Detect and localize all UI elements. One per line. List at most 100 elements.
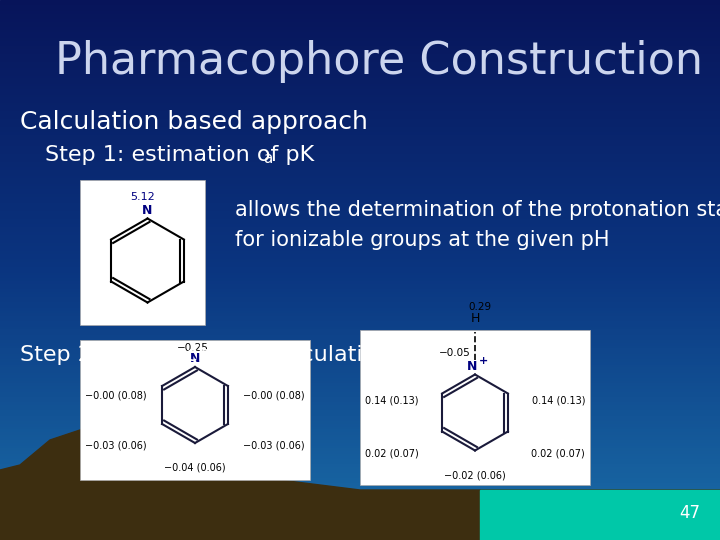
Bar xyxy=(0,338,720,340)
FancyBboxPatch shape xyxy=(80,180,205,325)
Bar xyxy=(0,181,720,184)
Bar xyxy=(0,170,720,173)
Bar xyxy=(0,176,720,178)
Bar xyxy=(0,92,720,94)
Bar xyxy=(0,427,720,429)
Bar xyxy=(0,57,720,59)
Bar xyxy=(0,305,720,308)
Bar xyxy=(0,270,720,273)
Bar xyxy=(0,140,720,143)
Bar xyxy=(0,116,720,119)
Bar xyxy=(0,275,720,278)
Bar xyxy=(0,346,720,348)
Bar xyxy=(0,286,720,289)
Bar xyxy=(0,202,720,205)
Bar xyxy=(0,462,720,464)
Bar xyxy=(0,410,720,413)
Bar xyxy=(0,518,720,521)
Bar xyxy=(0,537,720,540)
Bar xyxy=(0,178,720,181)
Bar xyxy=(0,78,720,81)
Bar xyxy=(0,127,720,130)
Text: allows the determination of the protonation state
for ionizable groups at the gi: allows the determination of the protonat… xyxy=(235,200,720,249)
Bar xyxy=(0,230,720,232)
Bar xyxy=(0,294,720,297)
Bar xyxy=(0,486,720,489)
Bar xyxy=(0,138,720,140)
Text: Pharmacophore Construction: Pharmacophore Construction xyxy=(55,40,703,83)
Text: 0.02 (0.07): 0.02 (0.07) xyxy=(365,448,419,458)
Text: Calculation based approach: Calculation based approach xyxy=(20,110,368,134)
Bar xyxy=(0,38,720,40)
Bar xyxy=(0,532,720,535)
Text: −0.03 (0.06): −0.03 (0.06) xyxy=(243,440,305,450)
Bar xyxy=(0,227,720,229)
Bar xyxy=(0,43,720,46)
Bar xyxy=(0,148,720,151)
Bar xyxy=(0,70,720,73)
Polygon shape xyxy=(0,420,720,540)
Bar xyxy=(0,259,720,262)
Bar xyxy=(0,205,720,208)
Bar xyxy=(0,216,720,219)
Bar xyxy=(0,302,720,305)
Bar xyxy=(0,508,720,510)
Bar xyxy=(0,73,720,76)
Bar xyxy=(0,224,720,227)
Text: −0.00 (0.08): −0.00 (0.08) xyxy=(243,390,305,400)
Bar xyxy=(0,370,720,373)
Bar xyxy=(0,157,720,159)
Bar xyxy=(0,246,720,248)
Bar xyxy=(0,251,720,254)
Bar xyxy=(0,332,720,335)
Bar xyxy=(0,402,720,405)
Bar xyxy=(0,421,720,424)
Bar xyxy=(0,186,720,189)
Bar xyxy=(0,316,720,319)
Bar xyxy=(0,446,720,448)
Bar xyxy=(0,513,720,516)
Bar xyxy=(0,54,720,57)
Bar xyxy=(0,386,720,389)
Bar xyxy=(0,354,720,356)
Bar xyxy=(0,413,720,416)
Text: 5.12: 5.12 xyxy=(130,192,155,202)
Bar xyxy=(0,59,720,62)
Bar xyxy=(0,340,720,343)
Bar xyxy=(0,502,720,505)
Bar xyxy=(0,0,720,3)
Text: H: H xyxy=(470,312,480,325)
Bar xyxy=(0,470,720,472)
Bar xyxy=(0,65,720,68)
Bar xyxy=(0,248,720,251)
Bar xyxy=(0,416,720,418)
Bar xyxy=(0,167,720,170)
Bar xyxy=(0,27,720,30)
Bar xyxy=(0,194,720,197)
Bar xyxy=(0,154,720,157)
Bar xyxy=(0,300,720,302)
Text: N: N xyxy=(143,204,153,217)
Bar xyxy=(0,448,720,451)
Bar xyxy=(0,435,720,437)
Bar xyxy=(0,84,720,86)
Bar xyxy=(0,408,720,410)
Bar xyxy=(0,232,720,235)
Bar xyxy=(0,19,720,22)
Bar xyxy=(0,143,720,146)
Text: a: a xyxy=(263,151,272,166)
Bar xyxy=(0,494,720,497)
Bar xyxy=(0,289,720,292)
Bar xyxy=(0,383,720,386)
Bar xyxy=(0,35,720,38)
Bar xyxy=(0,359,720,362)
Bar xyxy=(0,373,720,375)
Bar xyxy=(0,356,720,359)
Bar xyxy=(0,8,720,11)
Bar xyxy=(0,14,720,16)
Bar xyxy=(0,68,720,70)
Bar xyxy=(0,162,720,165)
Bar xyxy=(0,208,720,211)
Bar xyxy=(0,443,720,445)
Bar xyxy=(0,432,720,435)
